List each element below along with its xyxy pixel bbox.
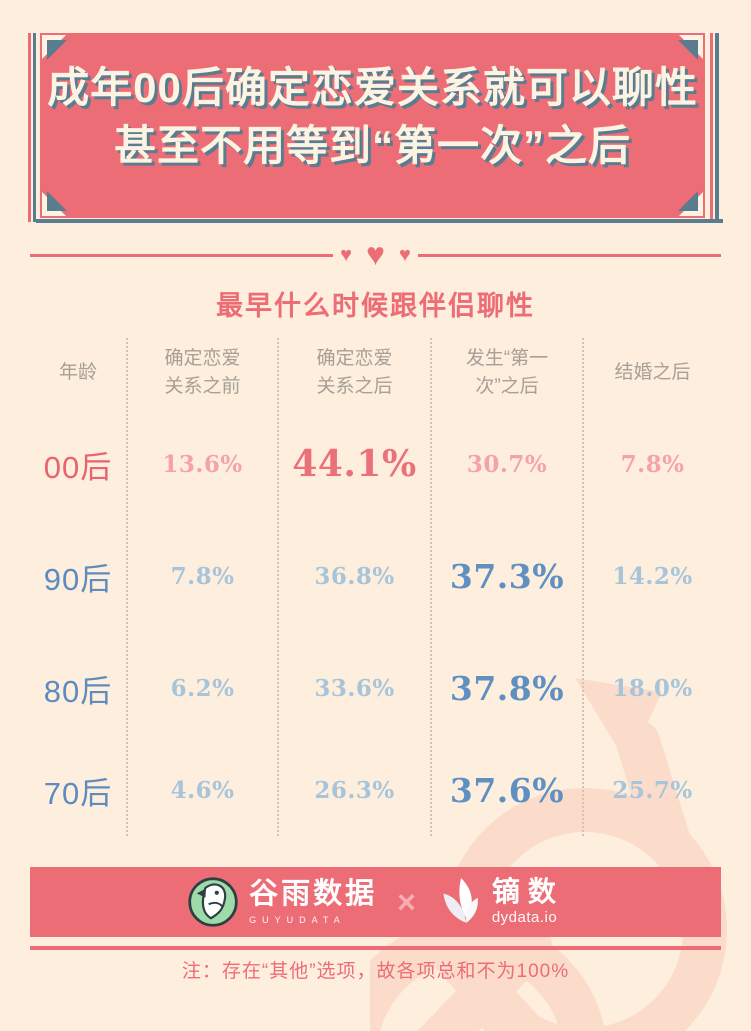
footnote: 注：存在“其他”选项，故各项总和不为100%: [181, 961, 570, 982]
percent-value-emphasized: 37.3%: [449, 556, 565, 596]
column-header: 结婚之后: [614, 361, 691, 383]
dydata-leaf-logo-icon: [443, 878, 478, 923]
table-column-age: 年龄 00后 90后 80后 70后: [30, 338, 128, 836]
brand-name: 镝数: [491, 876, 564, 907]
banner-frame-line: [710, 33, 713, 222]
corner-decoration: [47, 40, 67, 60]
corner-decoration: [678, 191, 698, 211]
corner-decoration: [47, 191, 67, 211]
row-label: 90后: [43, 561, 113, 597]
footer-divider-line: [30, 946, 721, 950]
divider-line: [417, 253, 721, 257]
percent-value: 30.7%: [466, 450, 548, 478]
headline-line2: 甚至不用等到“第一次”之后: [113, 121, 631, 169]
headline-line1: 成年00后确定恋爱关系就可以聊性: [47, 64, 698, 111]
corner-decoration: [678, 40, 698, 60]
banner-frame-line: [36, 219, 723, 223]
dydata-brand: 镝数 dydata.io: [436, 876, 564, 928]
table-column-after-first-time: 发生“第一 次”之后 30.7% 37.3% 37.8% 37.6%: [432, 338, 584, 836]
percent-value: 26.3%: [314, 776, 395, 804]
heart-icon: ♥: [366, 236, 385, 272]
column-header: 年龄: [58, 361, 97, 383]
heart-icon: ♥: [340, 244, 352, 266]
brand-name: 谷雨数据: [249, 877, 378, 910]
row-label: 80后: [43, 673, 113, 709]
column-header: 确定恋爱 关系之后: [316, 347, 393, 398]
hearts-divider: ♥ ♥ ♥: [30, 236, 721, 272]
guyu-data-brand: 谷雨数据 GUYUDATA: [187, 876, 377, 928]
percent-value-emphasized: 44.1%: [292, 443, 417, 485]
column-header: 发生“第一 次”之后: [465, 347, 549, 398]
banner-frame-line: [715, 33, 719, 222]
table-column-before-relationship: 确定恋爱 关系之前 13.6% 7.8% 6.2% 4.6%: [128, 338, 279, 836]
footer-brand-band: 谷雨数据 GUYUDATA × 镝数 dydata.io: [30, 867, 721, 937]
headline: 成年00后确定恋爱关系就可以聊性 甚至不用等到“第一次”之后: [40, 59, 705, 175]
heart-icon: ♥: [399, 244, 411, 266]
percent-value: 14.2%: [612, 562, 693, 590]
percent-value: 7.8%: [170, 562, 235, 590]
row-label: 70后: [43, 775, 113, 811]
percent-value: 13.6%: [162, 450, 243, 478]
percent-value: 18.0%: [612, 674, 693, 702]
title-banner: 成年00后确定恋爱关系就可以聊性 甚至不用等到“第一次”之后: [40, 33, 705, 218]
percent-value: 25.7%: [612, 776, 693, 804]
brand-subtitle: GUYUDATA: [249, 914, 346, 925]
guyu-bird-logo-icon: [188, 877, 238, 927]
percent-value-emphasized: 37.6%: [449, 770, 565, 810]
row-label: 00后: [43, 449, 113, 485]
banner-frame-line: [28, 33, 31, 222]
banner-frame-line: [33, 33, 36, 222]
percent-value: 36.8%: [314, 562, 395, 590]
chart-title: 最早什么时候跟伴侣聊性: [216, 291, 535, 321]
percent-value: 7.8%: [620, 450, 685, 478]
percent-value-emphasized: 37.8%: [449, 668, 565, 708]
data-table: 年龄 00后 90后 80后 70后 确定恋爱 关系之前 13.6% 7.8% …: [30, 338, 721, 836]
divider-line: [30, 253, 334, 257]
percent-value: 33.6%: [314, 674, 395, 702]
column-header: 确定恋爱 关系之前: [164, 347, 241, 398]
percent-value: 4.6%: [170, 776, 235, 804]
collab-x-separator: ×: [397, 884, 416, 920]
percent-value: 6.2%: [170, 674, 235, 702]
table-column-after-marriage: 结婚之后 7.8% 14.2% 18.0% 25.7%: [584, 338, 721, 836]
table-column-after-relationship: 确定恋爱 关系之后 44.1% 36.8% 33.6% 26.3%: [279, 338, 432, 836]
brand-subtitle: dydata.io: [491, 909, 558, 926]
